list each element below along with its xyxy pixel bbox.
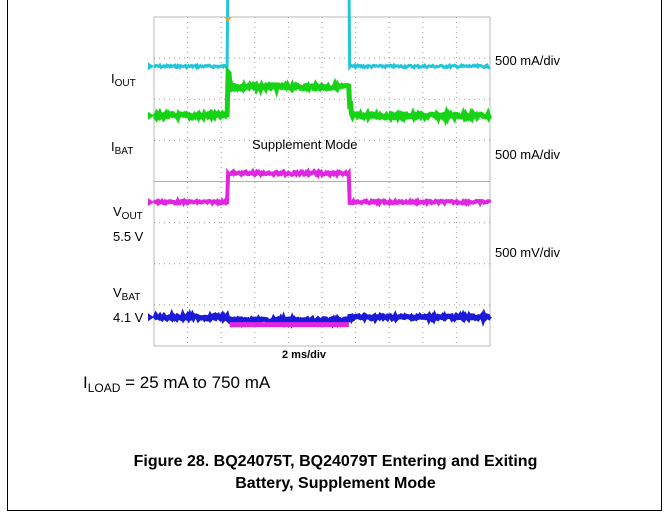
trace-v-bat — [152, 308, 492, 329]
iout-scale: 500 mA/div — [495, 53, 561, 68]
channel-marker — [148, 62, 154, 71]
channel-marker — [148, 111, 154, 120]
channel-marker — [148, 198, 154, 207]
timebase-label: 2 ms/div — [282, 349, 327, 361]
vbat-level: 4.1 V — [113, 310, 144, 325]
ibat-scale: 500 mA/div — [495, 147, 561, 162]
trace-i-bat — [152, 65, 493, 127]
vbat-label: VBAT — [113, 285, 141, 304]
vout-label: VOUT — [113, 204, 143, 223]
channel-marker — [148, 313, 154, 322]
vout-level: 5.5 V — [113, 229, 144, 244]
vout-supplement-overlap — [229, 322, 349, 328]
ibat-label: IBAT — [111, 139, 134, 158]
trace-v-out — [152, 167, 492, 208]
figure-caption: Figure 28. BQ24075T, BQ24079T Entering a… — [0, 451, 671, 495]
scope-traces — [148, 0, 493, 329]
figure-frame — [7, 0, 662, 511]
trigger-marker — [223, 17, 232, 22]
caption-line-1: Figure 28. BQ24075T, BQ24079T Entering a… — [133, 453, 538, 470]
trace-i-out — [153, 0, 491, 72]
iout-label: IOUT — [111, 71, 136, 90]
load-condition: ILOAD = 25 mA to 750 mA — [83, 373, 271, 395]
caption-line-2: Battery, Supplement Mode — [235, 475, 436, 492]
supplement-mode-label: Supplement Mode — [252, 137, 358, 152]
scope-grid — [154, 17, 490, 346]
voltage-scale: 500 mV/div — [495, 245, 561, 260]
